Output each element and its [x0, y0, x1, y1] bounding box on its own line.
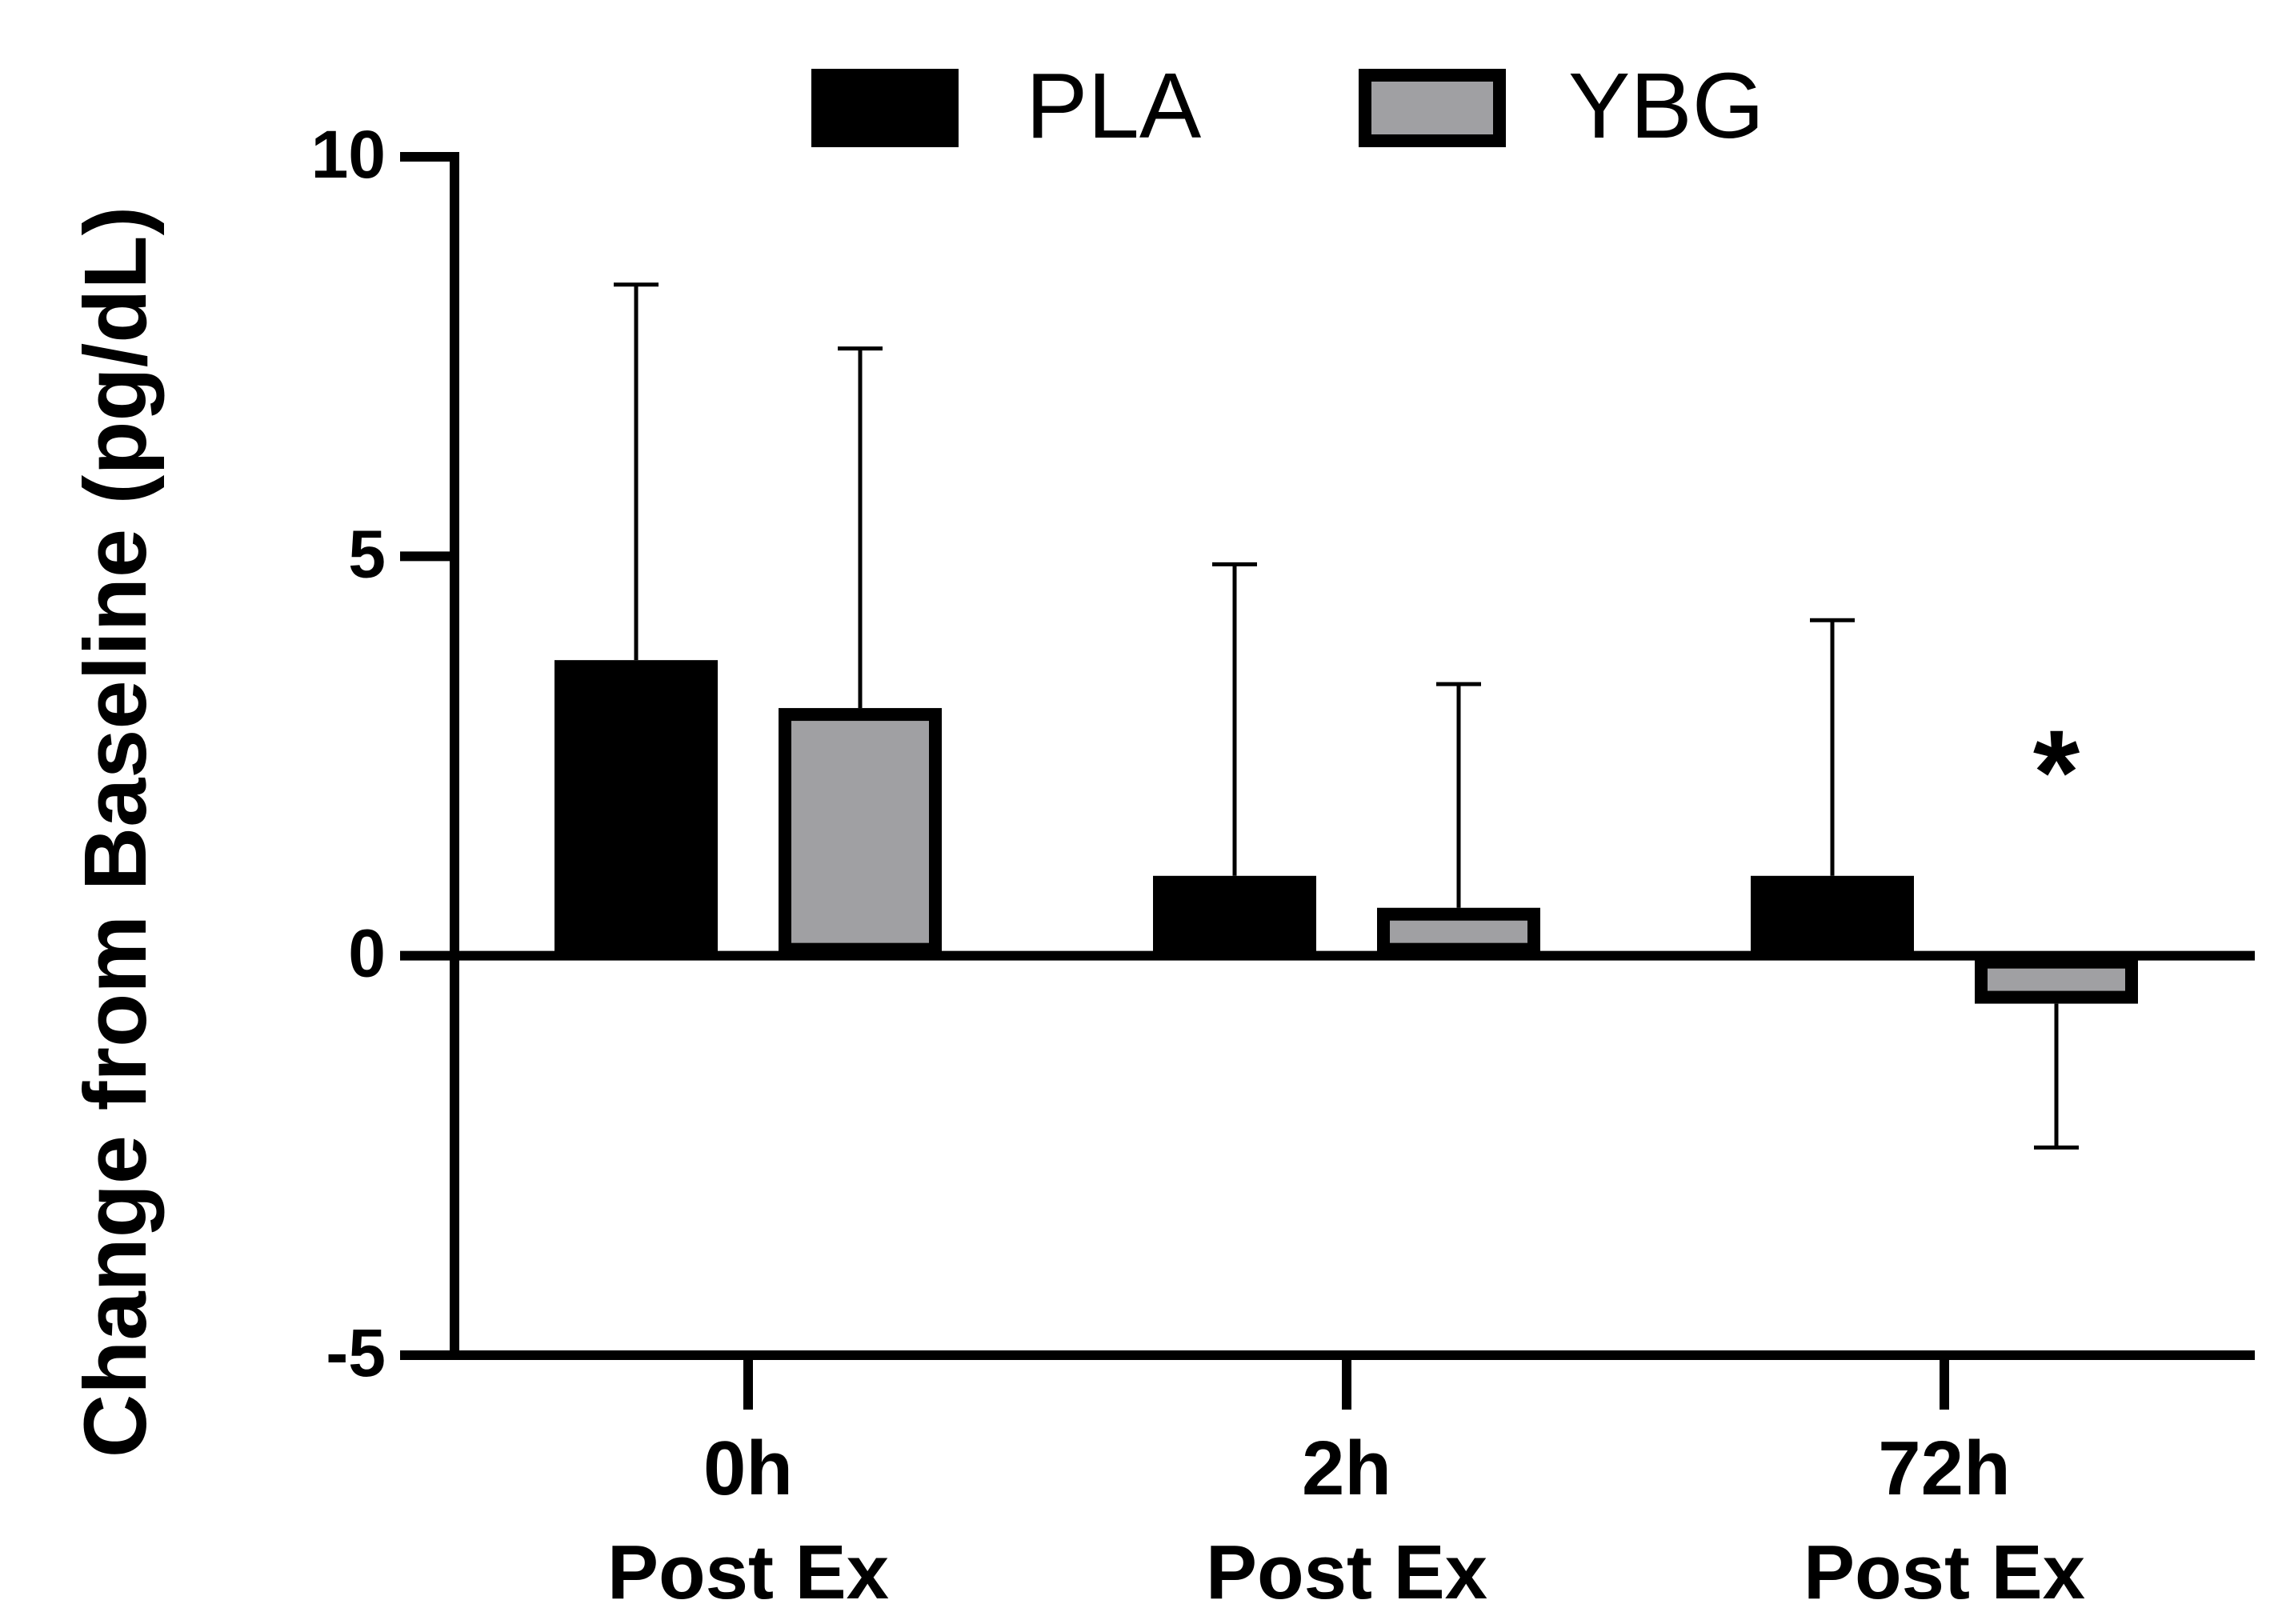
legend-swatch-ybg [1359, 69, 1506, 147]
significance-asterisk: * [2033, 705, 2080, 839]
x-tick-label: Post Ex [607, 1530, 889, 1615]
legend-label-pla: PLA [1026, 54, 1202, 158]
bar-ybg-2 [1975, 955, 2138, 1004]
bar-ybg-0 [779, 708, 942, 956]
y-tick-label: -5 [326, 1315, 386, 1390]
y-tick-label: 0 [348, 916, 386, 991]
y-axis-title: Change from Baseline (pg/dL) [66, 206, 165, 1458]
legend: PLA YBG [811, 54, 1764, 158]
legend-label-ybg: YBG [1568, 54, 1764, 158]
y-tick-label: 10 [311, 117, 386, 192]
x-tick-label: Post Ex [1804, 1530, 2085, 1615]
axis-labels: -5 0 5 10 0h Post Ex 2h Post Ex 72h Post Ex Change… [66, 117, 2085, 1615]
x-tick-label: 0h [703, 1426, 793, 1511]
bars [554, 660, 2138, 1004]
axes [400, 152, 2255, 1410]
bar-pla-2 [1751, 875, 1914, 956]
bar-pla-0 [554, 660, 718, 956]
x-tick-label: 72h [1878, 1426, 2010, 1511]
legend-swatch-pla [811, 69, 959, 147]
y-tick-label: 5 [348, 516, 386, 591]
x-tick-label: 2h [1302, 1426, 1391, 1511]
bar-ybg-1 [1377, 907, 1540, 956]
bar-pla-1 [1153, 875, 1316, 956]
error-bars [614, 282, 2079, 1150]
x-tick-label: Post Ex [1206, 1530, 1487, 1615]
